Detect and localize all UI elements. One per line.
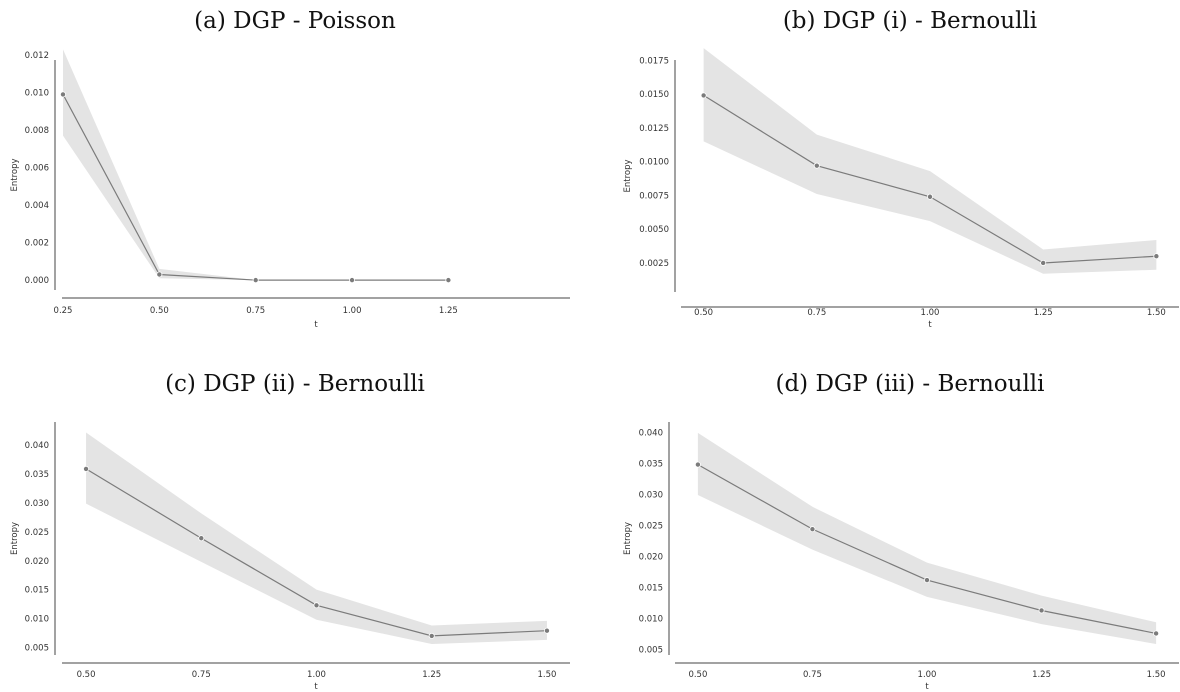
x-axis-label: t (314, 682, 318, 692)
chart-panel-4: (d) DGP (iii) - Bernoulli 0.005 0.010 0.015… (623, 371, 1179, 692)
x-tick-label: 1.25 (1034, 308, 1053, 318)
y-tick-label: 0.035 (25, 470, 49, 480)
x-tick-label: 1.00 (918, 670, 937, 680)
y-tick-label: 0.008 (25, 126, 49, 136)
data-point (543, 627, 550, 634)
data-point (156, 271, 163, 278)
y-tick-label: 0.020 (639, 552, 663, 562)
y-tick-label: 0.030 (25, 499, 49, 509)
x-tick-label: 1.25 (422, 670, 441, 680)
data-point (428, 632, 435, 639)
y-tick-label: 0.002 (25, 239, 49, 249)
y-tick-label: 0.0025 (639, 259, 669, 269)
confidence-band (63, 49, 449, 281)
y-tick-label: 0.0075 (639, 191, 669, 201)
x-tick-label: 0.75 (803, 670, 822, 680)
data-point (694, 461, 701, 468)
x-tick-label: 0.25 (54, 306, 73, 316)
x-tick-label: 0.75 (192, 670, 211, 680)
y-tick-label: 0.020 (25, 557, 49, 567)
x-tick-label: 0.50 (150, 306, 169, 316)
data-point (252, 277, 259, 284)
x-axis-label: t (928, 320, 932, 330)
data-point (700, 92, 707, 99)
data-point (83, 465, 90, 472)
x-tick-label: 1.25 (439, 306, 458, 316)
y-tick-label: 0.006 (25, 164, 49, 174)
chart-title: (b) DGP (i) - Bernoulli (783, 8, 1037, 34)
data-point (60, 91, 67, 98)
confidence-band (697, 432, 1157, 644)
y-tick-label: 0.005 (25, 643, 49, 653)
data-point (927, 193, 934, 200)
x-tick-label: 0.75 (807, 308, 826, 318)
data-point (924, 577, 931, 584)
data-point (445, 277, 452, 284)
y-tick-label: 0.004 (25, 201, 49, 211)
confidence-band (86, 432, 547, 644)
y-axis-label: Entropy (10, 522, 20, 555)
y-axis-label: Entropy (623, 159, 633, 192)
x-tick-label: 0.50 (694, 308, 713, 318)
y-tick-label: 0.0100 (639, 158, 669, 168)
chart-title: (d) DGP (iii) - Bernoulli (775, 371, 1044, 397)
y-tick-label: 0.010 (25, 89, 49, 99)
chart-title: (a) DGP - Poisson (194, 8, 396, 34)
y-tick-label: 0.0175 (639, 56, 669, 66)
confidence-band (703, 48, 1157, 274)
y-tick-label: 0.000 (25, 276, 49, 286)
y-tick-label: 0.025 (25, 528, 49, 538)
data-point (1038, 607, 1045, 614)
y-tick-label: 0.012 (25, 51, 49, 61)
data-point (813, 162, 820, 169)
data-point (313, 602, 320, 609)
y-tick-label: 0.025 (639, 521, 663, 531)
data-point (1153, 630, 1160, 637)
y-tick-label: 0.035 (639, 459, 663, 469)
x-axis-label: t (925, 682, 929, 692)
data-point (809, 526, 816, 533)
data-point (349, 277, 356, 284)
x-tick-label: 1.00 (307, 670, 326, 680)
x-tick-label: 1.00 (921, 308, 940, 318)
y-tick-label: 0.015 (639, 584, 663, 594)
x-tick-label: 0.50 (77, 670, 96, 680)
y-tick-label: 0.010 (639, 615, 663, 625)
chart-title: (c) DGP (ii) - Bernoulli (165, 371, 425, 397)
y-tick-label: 0.0125 (639, 124, 669, 134)
x-axis-label: t (314, 320, 318, 330)
y-tick-label: 0.005 (639, 646, 663, 656)
y-tick-label: 0.010 (25, 615, 49, 625)
y-axis-label: Entropy (10, 158, 20, 191)
x-tick-label: 1.25 (1032, 670, 1051, 680)
y-tick-label: 0.030 (639, 490, 663, 500)
chart-panel-1: (a) DGP - Poisson 0.000 0.002 0.004 0.006 0.0… (10, 8, 570, 330)
x-tick-label: 1.00 (343, 306, 362, 316)
x-tick-label: 1.50 (1147, 308, 1166, 318)
data-point (198, 535, 205, 542)
data-point (1153, 253, 1160, 260)
y-tick-label: 0.040 (25, 441, 49, 451)
y-tick-label: 0.0050 (639, 225, 669, 235)
chart-panel-2: (b) DGP (i) - Bernoulli 0.0025 0.0050 0.007… (623, 8, 1179, 330)
y-axis-label: Entropy (623, 522, 633, 555)
y-tick-label: 0.015 (25, 586, 49, 596)
data-point (1040, 259, 1047, 266)
chart-panel-3: (c) DGP (ii) - Bernoulli 0.005 0.010 0.015 0… (10, 371, 570, 692)
y-tick-label: 0.040 (639, 428, 663, 438)
x-tick-label: 1.50 (537, 670, 556, 680)
x-tick-label: 0.75 (246, 306, 265, 316)
x-tick-label: 0.50 (688, 670, 707, 680)
x-tick-label: 1.50 (1147, 670, 1166, 680)
y-tick-label: 0.0150 (639, 90, 669, 100)
